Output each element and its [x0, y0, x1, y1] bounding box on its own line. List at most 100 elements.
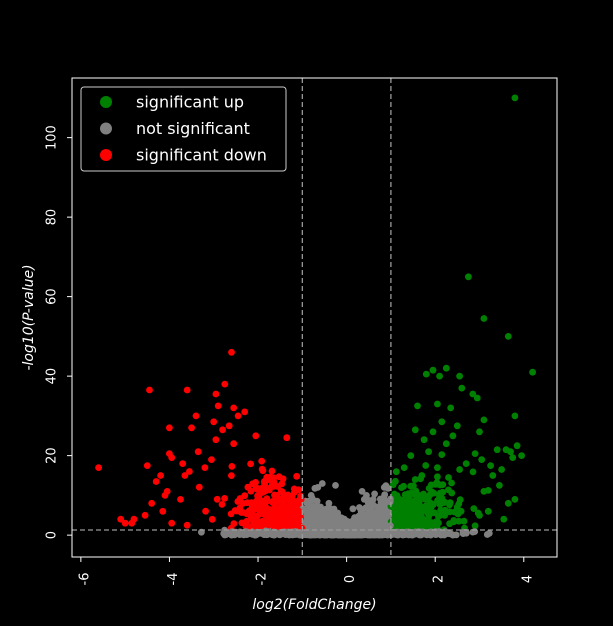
gene-point [254, 492, 261, 500]
data-point [504, 333, 512, 340]
data-point [489, 472, 497, 479]
gene-point [244, 531, 251, 538]
data-point [230, 440, 238, 448]
legend-box [80, 86, 287, 172]
gene-point [290, 485, 298, 493]
gene-point [220, 530, 228, 537]
gene-point [439, 488, 447, 496]
data-point [143, 462, 151, 469]
gene-point [440, 529, 447, 537]
x-tick-label: -4 [166, 573, 181, 586]
data-point [420, 436, 428, 444]
data-point [496, 482, 503, 489]
points-layer [95, 94, 536, 539]
gene-point [411, 476, 419, 483]
gene-point [330, 505, 338, 513]
data-point [179, 460, 187, 467]
y-tick-label: 100 [45, 125, 60, 150]
gene-point [415, 499, 422, 507]
threshold-lines [72, 78, 557, 557]
data-point [325, 499, 333, 507]
gene-point [361, 531, 369, 538]
gene-point [271, 531, 279, 538]
data-point [509, 454, 517, 461]
gene-point [485, 529, 493, 537]
data-point [314, 484, 322, 491]
gene-point [414, 517, 421, 525]
data-point [157, 472, 165, 479]
gene-point [315, 530, 322, 538]
gene-point [297, 492, 305, 500]
data-point [473, 394, 481, 402]
data-point [447, 404, 455, 412]
gene-point [345, 528, 352, 535]
data-point [462, 460, 470, 467]
data-point [511, 412, 519, 420]
data-point [307, 492, 315, 499]
gene-point [434, 473, 441, 481]
data-point [221, 380, 229, 388]
data-point [228, 348, 235, 356]
x-tick-label: -6 [77, 573, 92, 586]
gene-point [363, 523, 371, 530]
x-axis-ticks: -6 -4 -2 0 2 4 [77, 557, 535, 585]
data-point [480, 416, 488, 424]
gene-point [213, 495, 221, 503]
gene-point [428, 488, 436, 496]
gene-point [230, 520, 238, 527]
data-point [511, 496, 519, 503]
gene-point [275, 473, 283, 481]
data-point [411, 426, 419, 434]
data-point [449, 432, 457, 440]
data-point [456, 466, 463, 473]
data-point [194, 448, 202, 456]
data-point [208, 456, 215, 463]
gene-point [365, 514, 373, 521]
data-point [476, 511, 483, 519]
gene-point [278, 488, 286, 496]
gene-point [330, 529, 338, 537]
data-point [332, 482, 339, 489]
data-point [418, 472, 426, 479]
gene-point [350, 516, 358, 523]
data-point [163, 488, 171, 495]
gene-point [267, 506, 275, 514]
x-axis-label: log2(FoldChange) [252, 597, 376, 613]
gene-point [228, 463, 236, 470]
y-tick-label: 0 [45, 531, 60, 539]
gene-point [394, 519, 402, 527]
data-point [400, 464, 408, 471]
gene-point [320, 530, 327, 537]
gene-point [427, 499, 435, 507]
gene-point [386, 498, 394, 506]
gene-point [349, 505, 357, 513]
gene-point [314, 515, 322, 523]
gene-point [270, 520, 278, 528]
data-point [480, 315, 488, 322]
gene-point [448, 489, 456, 497]
data-point [186, 468, 193, 475]
gene-point [243, 499, 251, 507]
gene-point [420, 530, 427, 538]
gene-point [367, 507, 374, 514]
legend-marker [100, 149, 112, 161]
gene-point [218, 501, 226, 508]
data-point [117, 515, 125, 523]
data-point [177, 496, 184, 503]
y-tick-label: 60 [45, 288, 60, 305]
gene-point [208, 515, 216, 523]
data-point [234, 412, 242, 420]
gene-point [282, 505, 290, 513]
data-point [429, 428, 437, 436]
gene-point [455, 517, 463, 525]
gene-point [304, 519, 312, 526]
gene-point [397, 496, 405, 504]
gene-point [261, 477, 269, 485]
gene-point [386, 522, 394, 529]
gene-point [376, 510, 383, 518]
gene-point [407, 482, 415, 490]
gene-point [434, 480, 441, 488]
legend-label: significant down [136, 146, 267, 165]
data-point [425, 448, 432, 456]
data-point [152, 478, 160, 485]
